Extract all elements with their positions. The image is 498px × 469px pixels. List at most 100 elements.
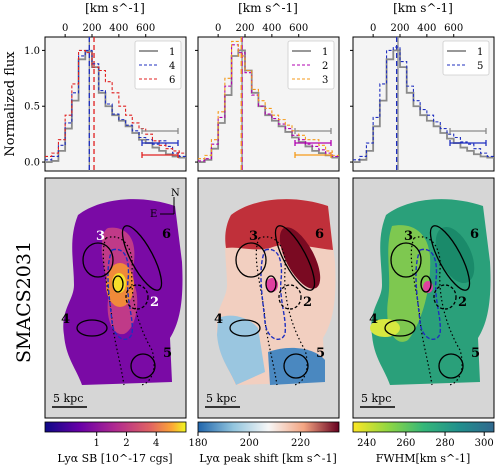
region-2-outline <box>433 284 457 310</box>
spectrum-ticks: 0 200 400 600 <box>350 23 463 163</box>
series-1-line <box>45 50 186 163</box>
inner-contour <box>107 248 134 341</box>
region-3-label: 3 <box>404 229 413 244</box>
colorbar-tick-label: 220 <box>291 438 310 449</box>
spectrum-series: 1 4 6 <box>45 37 186 171</box>
spectrum-series: 15 <box>353 37 494 171</box>
colorbar-label: Lyα SB [10^-17 cgs] <box>57 452 172 465</box>
region-4-outline <box>229 319 261 337</box>
region-6-outline <box>429 225 471 291</box>
region-3-outline <box>235 242 267 278</box>
colorbar-label: Lyα peak shift [km s^-1] <box>199 452 337 465</box>
region-5-label: 5 <box>471 346 480 361</box>
region-4-outline <box>384 319 416 337</box>
top-tick-label: 200 <box>390 23 409 34</box>
region-5-outline <box>283 353 309 379</box>
region-3-label: 3 <box>96 229 105 244</box>
colorbar-label: FWHM[km s^-1] <box>376 452 471 465</box>
region-6-label: 6 <box>315 227 324 242</box>
region-2-label: 2 <box>303 295 312 310</box>
colorbar-tick-label: 280 <box>435 438 454 449</box>
region-overlay: 3 6 2 4 5 <box>369 225 480 386</box>
scalebar-label: 5 kpc <box>206 392 236 405</box>
colorbar-tick-label: 240 <box>357 438 376 449</box>
region-4-label: 4 <box>214 312 223 327</box>
region-1-outline <box>112 275 124 293</box>
region-3-outline <box>82 242 114 278</box>
scalebar-label: 5 kpc <box>361 392 391 405</box>
legend-box <box>134 40 182 90</box>
colorbar-tick-label: 180 <box>188 438 207 449</box>
colorbar-tick-label: 4 <box>153 438 159 449</box>
top-axis-label: [km s^-1] <box>238 1 298 15</box>
colorbar <box>197 421 340 433</box>
top-tick-label: 400 <box>417 23 436 34</box>
region-4-outline <box>76 319 108 337</box>
legend-label-5: 5 <box>477 61 483 72</box>
region-6-label: 6 <box>470 227 479 242</box>
spectrum-panel-right: 15 0 200 400 600 [km s^-1] <box>350 1 495 172</box>
spectrum-panel-left: 1 4 6 0 200 400 600 0.0 0.5 1.0 [km s^-1] Normal… <box>3 1 187 172</box>
top-tick-label: 200 <box>82 23 101 34</box>
colorbar-tick-label: 260 <box>396 438 415 449</box>
colorbar-ticks: 240 260 280 300 <box>357 432 494 449</box>
series-5-line <box>353 46 494 161</box>
top-tick-label: 0 <box>215 23 221 34</box>
colorbar <box>44 421 187 433</box>
y-tick-label: 0.0 <box>24 158 40 169</box>
dark-green-region <box>435 226 475 284</box>
region-2-label: 2 <box>458 295 467 310</box>
series-3-line <box>198 40 339 160</box>
inner-contour <box>260 248 287 341</box>
legend-label-6: 6 <box>169 75 175 86</box>
target-name-label: SMACS2031 <box>13 241 35 363</box>
region-overlay: 3 6 2 4 5 <box>61 225 172 386</box>
region-4-label: 4 <box>61 312 70 327</box>
top-tick-label: 400 <box>262 23 281 34</box>
colorbar <box>352 421 495 433</box>
series-4-line <box>45 49 186 161</box>
region-2-outline <box>278 284 302 310</box>
series-1-line <box>198 49 339 163</box>
map-panel-middle: 3 6 2 4 5 5 kpc 180 200 220 Lyα peak shift [km… <box>188 177 340 465</box>
region-overlay: 3 6 2 4 5 <box>214 225 325 386</box>
colorbar-tick-label: 2 <box>123 438 129 449</box>
region-3-label: 3 <box>249 229 258 244</box>
legend-box <box>287 40 335 90</box>
top-tick-label: 600 <box>444 23 463 34</box>
blue-region <box>217 315 265 385</box>
series-1-line <box>353 49 494 163</box>
colorbar-ticks: 180 200 220 <box>188 432 310 449</box>
scalebar-label: 5 kpc <box>53 392 83 405</box>
series-2-line <box>198 44 339 162</box>
y-tick-label: 1.0 <box>24 46 40 57</box>
spectrum-series: 1 2 3 <box>198 37 339 171</box>
legend-label-1: 1 <box>477 47 483 58</box>
y-tick-label: 0.5 <box>24 102 40 113</box>
legend-box <box>442 40 490 76</box>
region-2-outline <box>125 284 149 310</box>
top-tick-label: 600 <box>289 23 308 34</box>
map-panel-left: 3 6 2 4 5 N E 5 kpc 1 2 4 Lyα SB [10^-17 cgs] <box>44 177 187 465</box>
light-green-region <box>387 225 431 342</box>
top-tick-label: 400 <box>109 23 128 34</box>
top-axis-label: [km s^-1] <box>393 1 453 15</box>
region-2-label: 2 <box>150 295 159 310</box>
legend-label-4: 4 <box>169 61 175 72</box>
blue-region-south <box>268 347 325 385</box>
region-5-label: 5 <box>163 346 172 361</box>
y-axis-label: Normalized flux <box>3 51 18 157</box>
region-3-outline <box>390 242 422 278</box>
colorbar-ticks: 1 2 4 <box>94 432 159 449</box>
legend-label-1: 1 <box>169 47 175 58</box>
region-5-outline <box>438 353 464 379</box>
region-1-outline <box>420 275 432 293</box>
spectrum-ticks: 0 200 400 600 <box>195 23 308 163</box>
top-tick-label: 0 <box>370 23 376 34</box>
spectrum-panel-middle: 1 2 3 0 200 400 600 [km s^-1] <box>195 1 340 172</box>
legend-label-3: 3 <box>322 75 328 86</box>
inner-contour <box>415 248 442 341</box>
top-tick-label: 200 <box>235 23 254 34</box>
compass-north: N <box>171 188 180 199</box>
